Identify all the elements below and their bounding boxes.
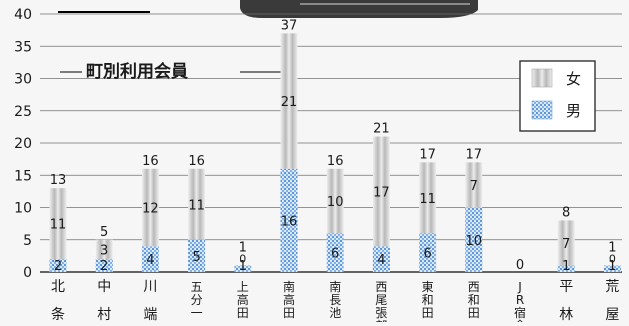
data-label-male: 4 bbox=[377, 253, 385, 268]
bar-segment-female bbox=[465, 162, 483, 208]
bar-segment-male bbox=[465, 207, 483, 272]
bar-segment-male bbox=[557, 265, 575, 272]
bar-segment-female bbox=[141, 168, 159, 247]
data-label-total: 37 bbox=[281, 18, 298, 33]
data-label-male: 2 bbox=[54, 259, 62, 274]
bar-segment-male bbox=[188, 239, 206, 272]
data-label-female: 3 bbox=[100, 243, 108, 258]
x-tick-label: 平林 bbox=[559, 279, 573, 322]
data-label-female: 12 bbox=[142, 202, 159, 217]
data-label-male: 6 bbox=[423, 247, 431, 262]
bar-segment-female bbox=[419, 162, 437, 234]
bar-segment-male bbox=[603, 265, 621, 272]
data-label-female: 11 bbox=[50, 218, 67, 233]
data-label-female: 11 bbox=[188, 198, 205, 213]
data-label-male: 1 bbox=[562, 259, 570, 274]
data-label-total: 8 bbox=[562, 205, 570, 220]
x-tick-label: 荒屋 bbox=[605, 279, 619, 322]
data-label-total: 0 bbox=[516, 258, 524, 273]
data-label-female: 17 bbox=[373, 185, 390, 200]
data-label-total: 16 bbox=[142, 154, 159, 169]
x-tick-label: JR宿舎 bbox=[514, 280, 526, 322]
bar-segment-male bbox=[326, 233, 344, 272]
data-label-male: 16 bbox=[281, 214, 298, 229]
data-label-male: 6 bbox=[331, 247, 339, 262]
top-banner bbox=[240, 0, 478, 18]
data-label-total: 17 bbox=[466, 147, 483, 162]
bar-segment-male bbox=[280, 168, 298, 272]
bar-segment-male bbox=[49, 259, 67, 272]
bar-segment-female bbox=[49, 188, 67, 260]
legend-label-male: 男 bbox=[566, 102, 581, 120]
bar-segment-female bbox=[372, 136, 390, 247]
x-tick-label: 西尾張部 bbox=[375, 280, 387, 322]
data-label-total: 17 bbox=[419, 147, 436, 162]
bar-segment-male bbox=[419, 233, 437, 272]
data-label-male: 4 bbox=[146, 253, 154, 268]
data-label-total: 16 bbox=[188, 154, 205, 169]
legend-box bbox=[519, 60, 596, 132]
bars: 2111323541216511161011621376101641721611… bbox=[49, 18, 621, 274]
data-label-female: 10 bbox=[327, 195, 344, 210]
y-tick-label: 30 bbox=[14, 72, 32, 88]
data-label-female: 11 bbox=[419, 192, 436, 207]
y-tick-label: 40 bbox=[14, 7, 32, 23]
data-label-female: 7 bbox=[470, 179, 478, 194]
data-label-female: 0 bbox=[609, 253, 616, 266]
y-tick-label: 10 bbox=[14, 201, 32, 217]
bar-segment-female bbox=[557, 220, 575, 266]
bar-segment-female bbox=[326, 168, 344, 234]
data-label-total: 13 bbox=[50, 173, 67, 188]
bar-segment-female bbox=[280, 33, 298, 169]
legend: 女 男 bbox=[519, 60, 596, 132]
data-label-total: 1 bbox=[608, 241, 616, 256]
x-tick-label: 五分一 bbox=[191, 280, 203, 320]
data-label-male: 2 bbox=[100, 259, 108, 274]
x-tick-label: 北条 bbox=[51, 279, 65, 322]
y-tick-labels: 0 5 10 15 20 25 30 35 40 bbox=[14, 7, 32, 281]
x-tick-label: 東和田 bbox=[422, 280, 434, 320]
x-tick-label: 南長池 bbox=[329, 279, 341, 320]
y-tick-label: 25 bbox=[14, 104, 32, 120]
data-label-total: 5 bbox=[100, 225, 108, 240]
data-label-male: 10 bbox=[466, 234, 483, 249]
legend-swatch-female bbox=[531, 68, 553, 88]
y-tick-label: 20 bbox=[14, 136, 32, 152]
x-tick-label: 南高田 bbox=[283, 279, 295, 320]
data-label-total: 21 bbox=[373, 122, 390, 137]
y-tick-label: 0 bbox=[23, 265, 32, 281]
bar-segment-male bbox=[95, 259, 113, 272]
x-tick-label: 西和田 bbox=[468, 280, 480, 320]
legend-label-female: 女 bbox=[566, 70, 581, 88]
y-tick-label: 5 bbox=[23, 233, 32, 249]
legend-swatch-male bbox=[531, 100, 553, 120]
x-tick-label: 中村 bbox=[97, 279, 111, 322]
bar-segment-male bbox=[372, 246, 390, 272]
bar-segment-male bbox=[234, 265, 252, 272]
data-label-female: 7 bbox=[562, 237, 570, 252]
data-label-male: 1 bbox=[239, 259, 247, 274]
bar-segment-male bbox=[141, 246, 159, 272]
chart-title: 町別利用会員 bbox=[86, 61, 188, 82]
data-label-female: 21 bbox=[281, 95, 298, 110]
data-label-total: 1 bbox=[239, 241, 247, 256]
x-tick-label: 川端 bbox=[143, 279, 157, 322]
bar-segment-female bbox=[95, 239, 113, 260]
data-label-female: 0 bbox=[239, 253, 246, 266]
x-tick-label: 上高田 bbox=[237, 280, 249, 320]
data-label-total: 16 bbox=[327, 154, 344, 169]
data-label-male: 5 bbox=[192, 250, 200, 265]
bar-segment-female bbox=[188, 168, 206, 240]
y-tick-label: 15 bbox=[14, 168, 32, 184]
y-tick-label: 35 bbox=[14, 39, 32, 55]
data-label-male: 1 bbox=[608, 259, 616, 274]
